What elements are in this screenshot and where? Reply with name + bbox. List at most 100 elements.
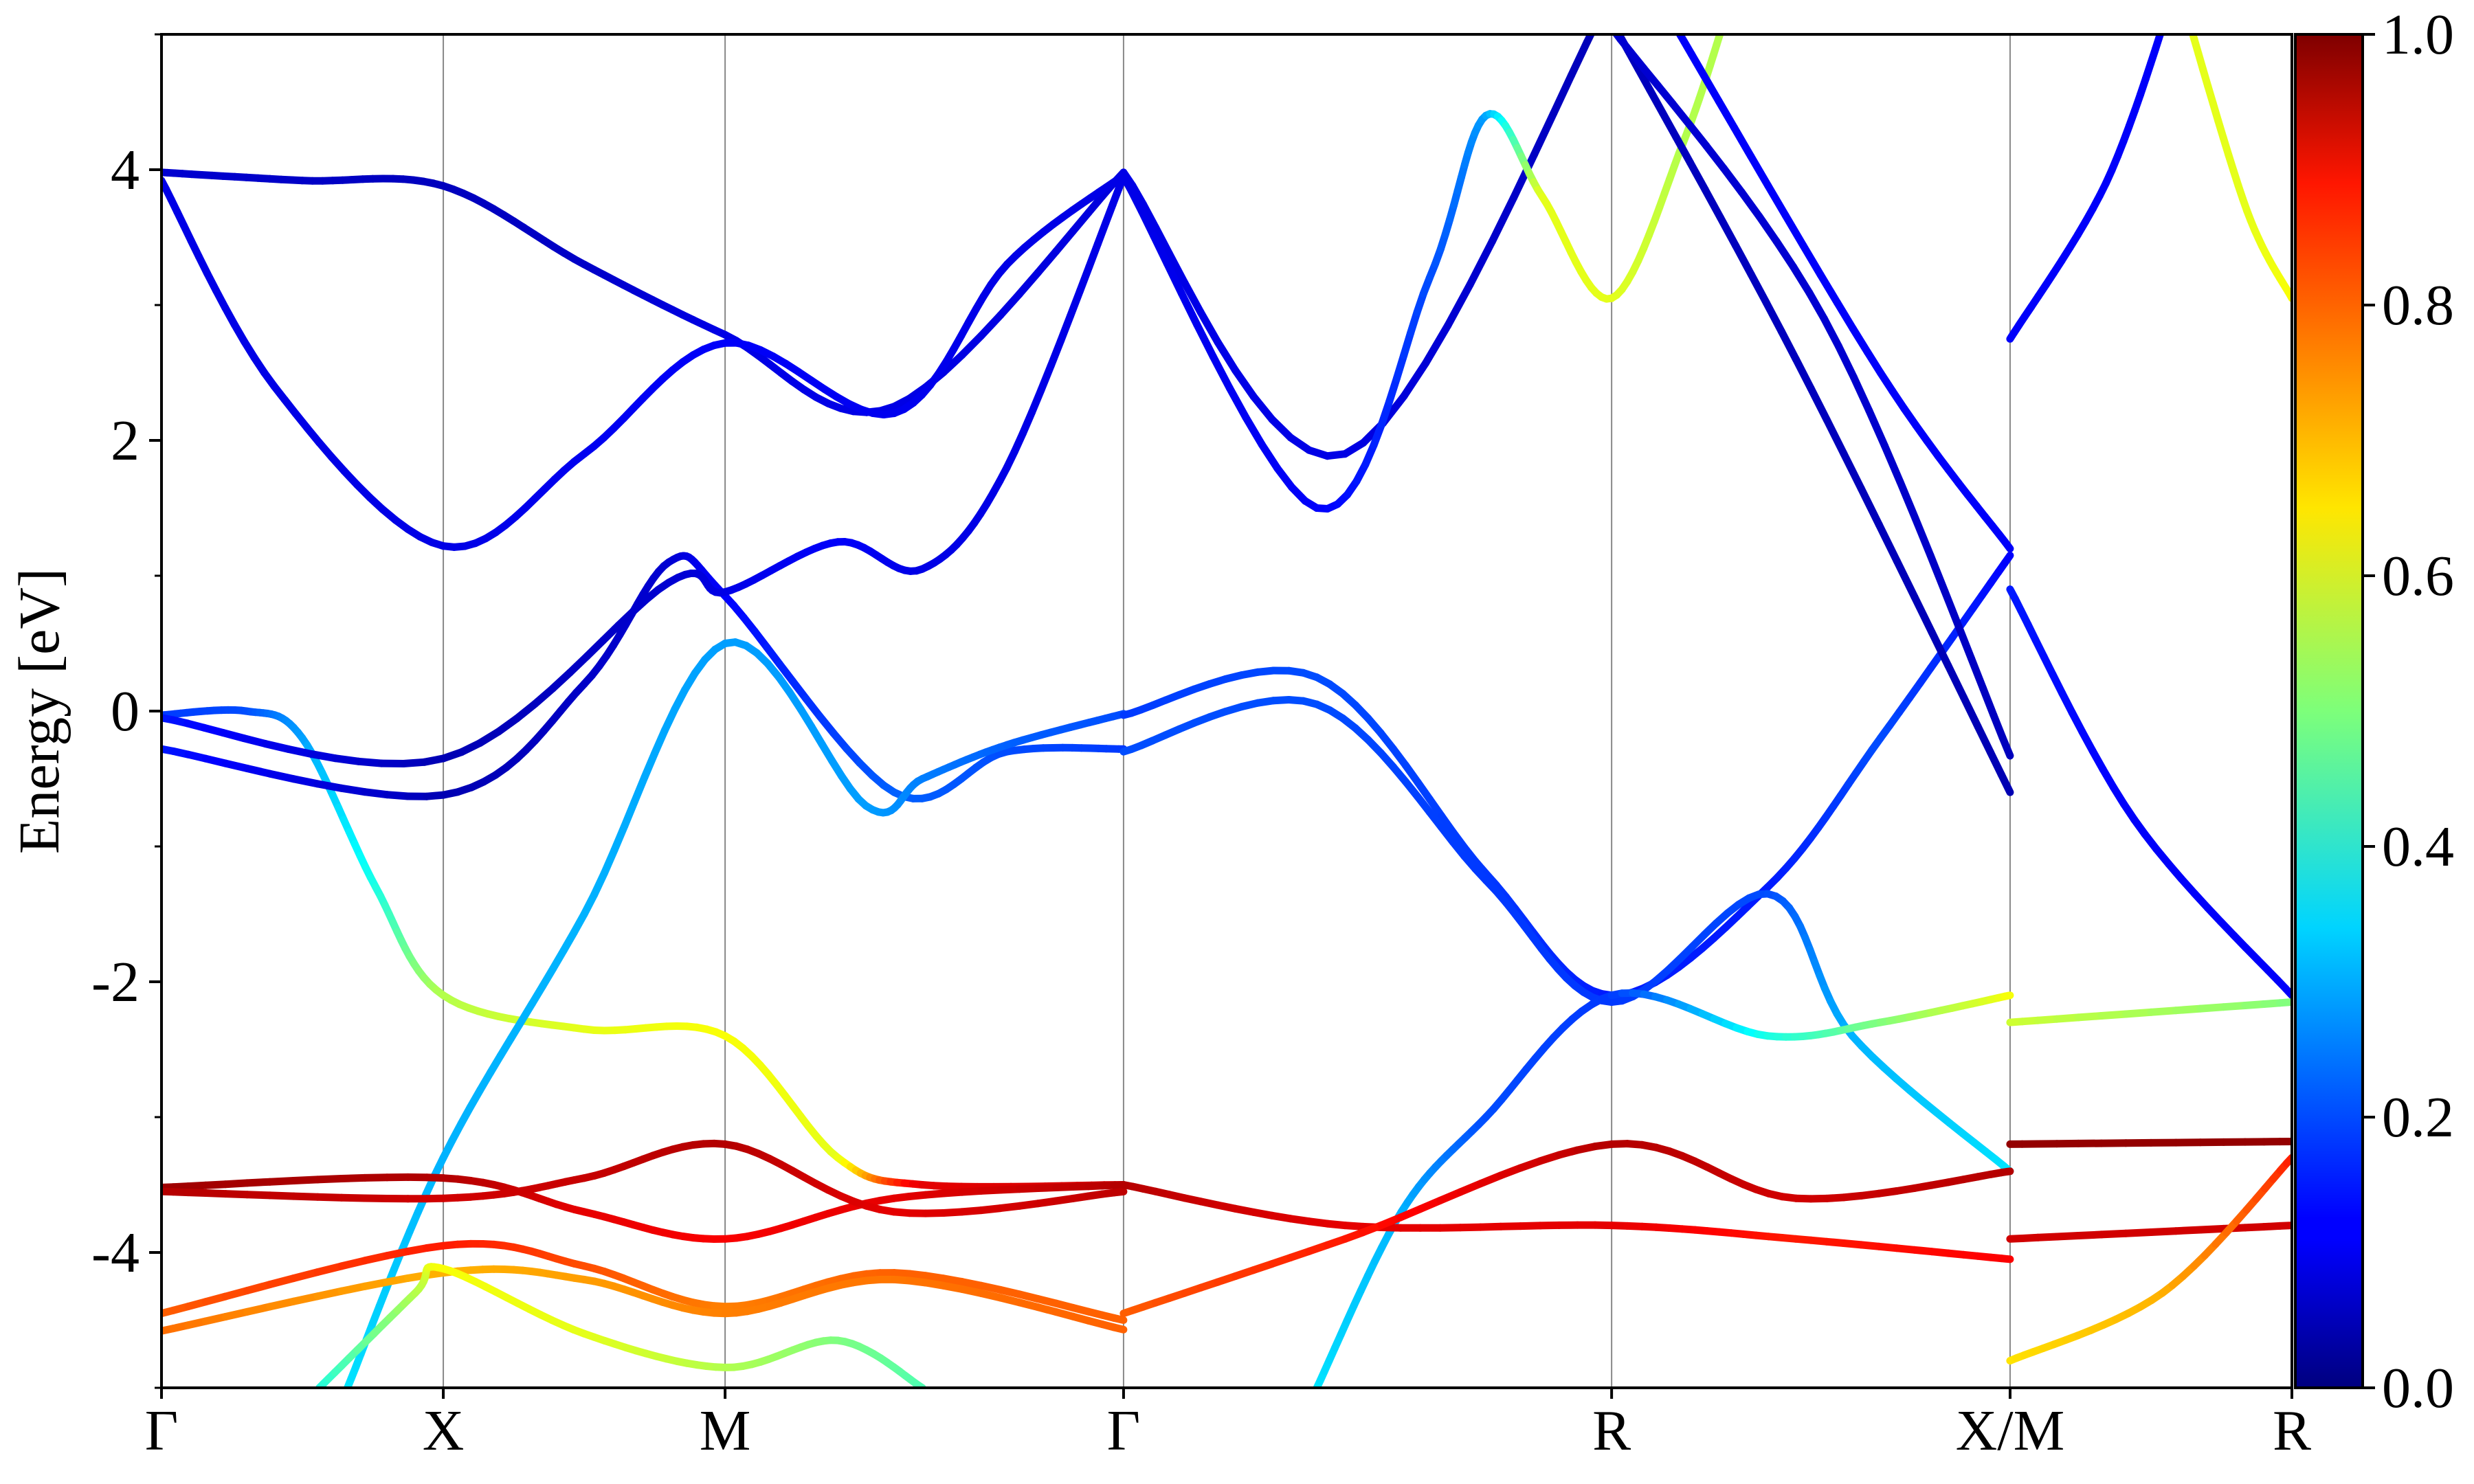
- y-axis: -4 -2 0 2 4: [91, 33, 161, 1389]
- band-segment: [1840, 449, 1865, 493]
- y-tick-label: 0: [111, 679, 140, 743]
- band-segment: [289, 1192, 322, 1201]
- band-segment: [1658, 109, 1680, 142]
- band-segment: [308, 750, 339, 763]
- band-segment: [2074, 1230, 2106, 1239]
- band-segment: [1799, 242, 1825, 279]
- band-segment: [1997, 770, 2014, 796]
- band-segment: [1880, 442, 1904, 486]
- band-segment: [289, 1292, 322, 1305]
- band-segment: [1701, 186, 1724, 221]
- band-segment: [1716, 214, 1740, 250]
- band-segment: [289, 1268, 322, 1283]
- band-segment: [1653, 81, 1677, 108]
- band-segment: [243, 765, 274, 778]
- band-segment: [1150, 232, 1171, 267]
- band-segment: [2122, 1008, 2155, 1018]
- band-segment: [2147, 1007, 2180, 1016]
- band-segment: [1370, 420, 1386, 449]
- band-segment: [651, 726, 669, 758]
- band-segment: [1249, 392, 1276, 423]
- band-segment: [1209, 352, 1234, 392]
- band-segment: [1954, 622, 1975, 662]
- band-segment: [1911, 515, 1935, 559]
- band-segment: [1550, 71, 1575, 117]
- band-segment: [243, 1178, 274, 1187]
- band-segment: [1069, 209, 1093, 235]
- band-segment: [1646, 86, 1667, 117]
- colorbar-tick-label: 1.0: [2382, 3, 2454, 67]
- band-segment: [1076, 262, 1093, 295]
- band-segment: [1747, 152, 1772, 190]
- y-axis-title: Energy [eV]: [8, 568, 71, 854]
- band-line: [2006, 585, 2292, 1000]
- band-segment: [2001, 538, 2014, 553]
- band-segment: [2097, 1010, 2130, 1020]
- band-segment: [1225, 384, 1250, 422]
- band-segment: [630, 773, 649, 806]
- band-segment: [1393, 351, 1408, 382]
- band-segment: [261, 740, 292, 753]
- x-tick-label: M: [700, 1399, 751, 1463]
- y-tick-label: 4: [111, 138, 140, 202]
- band-segment: [266, 1177, 298, 1186]
- band-segment: [1028, 385, 1045, 416]
- band-segment: [1910, 593, 1936, 636]
- band-segment: [1214, 338, 1240, 374]
- band-segment: [548, 668, 575, 693]
- band-segment: [1968, 654, 1987, 693]
- band-segment: [1583, 34, 1595, 46]
- band-segment: [1444, 280, 1474, 330]
- band-segment: [2171, 0, 2174, 1]
- band-segment: [266, 1191, 298, 1200]
- band-segment: [1196, 308, 1222, 346]
- band-segment: [1722, 19, 1724, 27]
- band-segment: [660, 705, 679, 734]
- band-segment: [1466, 237, 1496, 289]
- band-segment: [1488, 194, 1518, 245]
- band-segment: [640, 750, 659, 781]
- band-segment: [1700, 72, 1723, 105]
- band-segment: [1864, 348, 1884, 376]
- band-segment: [313, 1287, 346, 1301]
- band-segment: [1747, 270, 1770, 307]
- band-segment: [1601, 0, 1612, 14]
- band-segment: [1857, 484, 1883, 529]
- band-segment: [1715, 97, 1739, 132]
- colorbar: [2294, 33, 2364, 1389]
- band-segment: [996, 290, 1023, 319]
- band-segment: [1018, 408, 1036, 438]
- band-segment: [1998, 734, 2014, 760]
- band-line: [161, 1139, 1128, 1217]
- band-segment: [313, 1175, 346, 1184]
- band-segment: [2275, 998, 2292, 1007]
- band-segment: [1732, 242, 1755, 278]
- band-segment: [1686, 159, 1709, 194]
- band-segment: [1057, 311, 1075, 345]
- band-line: [161, 1239, 1128, 1324]
- band-segment: [1085, 240, 1102, 271]
- band-segment: [610, 822, 629, 854]
- band-segment: [2167, 1, 2171, 11]
- band-segment: [1875, 521, 1901, 565]
- band-segment: [1015, 269, 1043, 298]
- band-line: [2189, 34, 2292, 302]
- band-segment: [1833, 298, 1857, 333]
- band-segment: [243, 1281, 274, 1294]
- band-segment: [1944, 662, 1968, 701]
- band-line: [161, 552, 1128, 802]
- band-segment: [289, 1176, 322, 1184]
- band-segment: [2196, 1224, 2228, 1234]
- band-line: [1313, 989, 2014, 1388]
- band-segment: [1835, 342, 1858, 381]
- band-segment: [1614, 34, 1623, 38]
- band-segment: [1959, 693, 1982, 730]
- band-segment: [1777, 327, 1800, 363]
- colorbar-tick-label: 0.6: [2382, 544, 2454, 608]
- band-segment: [1177, 289, 1201, 329]
- band-segment: [1974, 722, 1994, 756]
- band-segment: [1067, 286, 1084, 319]
- band-segment: [1820, 315, 1842, 350]
- band-segment: [1724, 13, 1726, 20]
- band-line: [2006, 1138, 2292, 1148]
